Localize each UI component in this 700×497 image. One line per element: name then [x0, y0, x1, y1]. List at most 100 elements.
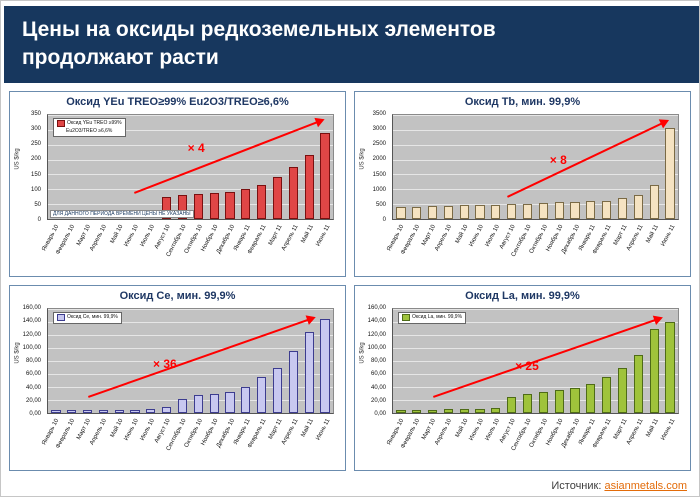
chart-canvas: US $/kg 350 300 250 200 150 100 50 0 Оксид YEu TR…	[13, 110, 342, 268]
plot-area: Оксид Ce, мин. 99,9% × 36	[47, 308, 334, 414]
bar-slot	[238, 115, 254, 219]
bar	[320, 132, 330, 219]
bar-slot	[456, 309, 472, 413]
y-tick-label: 60,00	[25, 371, 41, 378]
bar	[602, 200, 612, 219]
bar	[396, 409, 406, 413]
bar	[320, 318, 330, 413]
y-tick-label: 140,00	[22, 318, 41, 325]
bar-slot	[425, 309, 441, 413]
y-tick-label: 120,00	[367, 331, 386, 338]
bar-slot	[270, 309, 286, 413]
chart-note: ДЛЯ ДАННОГО ПЕРИОДА ВРЕМЕНИ ЦЕНЫ НЕ УКАЗ…	[50, 210, 194, 218]
bar-slot	[567, 115, 583, 219]
bars	[393, 115, 678, 219]
bar	[288, 167, 298, 219]
bar	[586, 201, 596, 219]
bar-slot	[301, 309, 317, 413]
x-tick-label: Март 10	[421, 224, 438, 247]
gridline	[48, 159, 333, 161]
legend: Оксид YEu TREO ≥99% Eu2O3/TREO ≥6,6%	[53, 118, 126, 137]
bar	[443, 205, 453, 219]
bar-slot	[409, 309, 425, 413]
bar	[491, 408, 501, 413]
x-tick-label: Июнь 10	[468, 418, 486, 442]
bar-slot	[520, 309, 536, 413]
gridline	[393, 174, 678, 176]
y-tick-label: 0,00	[374, 411, 386, 417]
y-tick-label: 50	[34, 201, 41, 208]
bar	[507, 204, 517, 219]
legend-swatch	[402, 314, 410, 322]
bar	[427, 206, 438, 219]
gridline	[48, 204, 333, 206]
bar	[288, 351, 298, 413]
x-tick-label: Июль 10	[484, 418, 501, 442]
bar-slot	[175, 115, 191, 219]
multiplier-label: × 8	[549, 152, 567, 167]
legend-swatch	[57, 120, 65, 128]
y-tick-label: 150	[30, 171, 41, 178]
y-axis: 160,00 140,00 120,00 100,00 80,00 60,00 40,00 2…	[358, 305, 389, 417]
bar-slot	[317, 115, 333, 219]
bar	[193, 193, 203, 219]
x-tick-label: Июнь 11	[660, 224, 677, 248]
chart-canvas: US $/kg 160,00 140,00 120,00 100,00 80,00 60,0…	[13, 304, 342, 462]
bar-slot	[662, 309, 678, 413]
gridline	[393, 322, 678, 323]
gridline	[48, 361, 333, 362]
gridline	[393, 361, 678, 362]
y-tick-label: 100,00	[22, 344, 41, 351]
x-tick-label: Апрель 10	[434, 418, 454, 447]
bar	[633, 195, 643, 219]
bar	[459, 409, 469, 413]
bar-slot	[222, 309, 238, 413]
y-tick-label: 200	[30, 156, 41, 163]
bar	[649, 328, 659, 413]
bar-slot	[551, 115, 567, 219]
gridline	[393, 309, 678, 310]
plot-area: Оксид La, мин. 99,9% × 25	[392, 308, 679, 414]
bar	[649, 184, 659, 219]
bar-slot	[285, 309, 301, 413]
bar-slot	[520, 115, 536, 219]
bar-slot	[175, 309, 191, 413]
bar-slot	[301, 115, 317, 219]
x-tick-label: Май 11	[645, 418, 661, 439]
bar	[225, 191, 235, 219]
bar	[209, 393, 219, 413]
source-link[interactable]: asianmetals.com	[604, 480, 687, 492]
bar	[617, 198, 628, 219]
gridline	[393, 335, 678, 336]
x-tick-label: Март 11	[267, 418, 284, 441]
gridline	[393, 400, 678, 401]
bar	[475, 409, 485, 413]
x-tick-label: Март 10	[76, 418, 93, 441]
legend-label: Eu2O3/TREO ≥6,6%	[66, 127, 113, 134]
x-tick-label: Июнь 10	[123, 224, 141, 248]
bar-slot	[238, 309, 254, 413]
gridline	[48, 115, 333, 116]
chart-panel-la-oxide: Оксид La, мин. 99,9% US $/kg 160,00 140,00…	[354, 285, 691, 471]
bar-slot	[254, 115, 270, 219]
slide-title-line1: Цены на оксиды редкоземельных элементов	[22, 18, 496, 41]
bar-slot	[143, 309, 159, 413]
x-tick-label: Март 10	[421, 418, 438, 441]
plot-area: × 8	[392, 114, 679, 220]
bar	[209, 192, 219, 219]
bar	[538, 391, 548, 413]
bar-slot	[488, 309, 504, 413]
source-label: Источник:	[551, 480, 602, 492]
bar-slot	[159, 115, 175, 219]
gridline	[393, 115, 678, 116]
bar	[162, 406, 172, 413]
gridline	[48, 387, 333, 388]
bar-slot	[317, 309, 333, 413]
y-tick-label: 3000	[372, 126, 386, 133]
bar	[412, 206, 422, 219]
bar	[475, 205, 485, 219]
bar	[272, 367, 283, 413]
gridline	[48, 144, 333, 146]
x-tick-label: Июнь 10	[123, 418, 141, 442]
bar	[522, 393, 533, 413]
